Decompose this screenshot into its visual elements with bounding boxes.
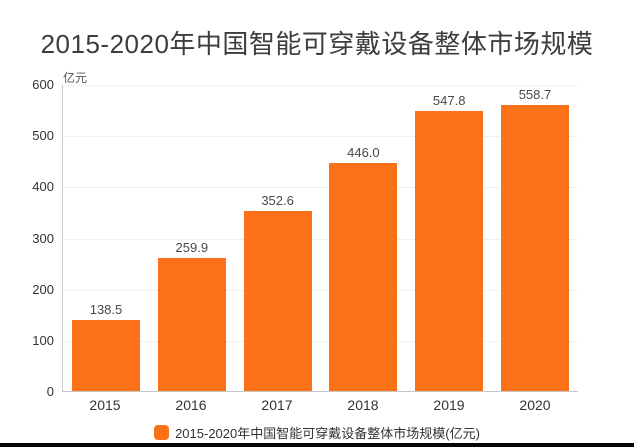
- x-axis-tick-label-2016: 2016: [175, 397, 207, 413]
- gridline-100: [63, 340, 578, 342]
- legend-marker-icon: [154, 425, 170, 440]
- gridline-200: [63, 289, 578, 291]
- y-axis-tick-label-500: 500: [32, 128, 54, 144]
- gridlines: [63, 85, 578, 391]
- bar-group-2015: 138.5: [72, 302, 140, 391]
- bar-2017[interactable]: [243, 210, 312, 391]
- y-axis-unit-label: 亿元: [63, 71, 88, 85]
- y-axis-tick-label-0: 0: [46, 384, 54, 399]
- y-axis-tick-label-600: 600: [32, 77, 54, 92]
- bar-2015[interactable]: [72, 320, 140, 391]
- bar-value-label-2015: 138.5: [89, 302, 123, 318]
- legend-label: 2015-2020年中国智能可穿戴设备整体市场规模(亿元): [175, 426, 480, 441]
- bar-2016[interactable]: [157, 258, 226, 391]
- bars: 138.5 259.9 352.6 446.0 547.8 558.7: [63, 85, 578, 391]
- x-axis-tick-label-2019: 2019: [433, 397, 465, 413]
- bar-value-label-2016: 259.9: [175, 240, 209, 255]
- chart-title: 2015-2020年中国智能可穿戴设备整体市场规模: [40, 29, 594, 59]
- x-axis-labels: 2015 2016 2017 2018 2019 2020: [62, 397, 578, 413]
- bar-2018[interactable]: [329, 162, 398, 391]
- x-axis-tick-label-2015: 2015: [89, 397, 121, 413]
- gridline-500: [63, 136, 578, 138]
- y-axis-labels: 0 100 200 300 400 500 600: [0, 78, 54, 399]
- bar-value-label-2020: 558.7: [518, 87, 552, 103]
- x-axis-tick-label-2018: 2018: [347, 397, 379, 413]
- bar-value-label-2019: 547.8: [432, 92, 466, 108]
- bottom-border-strip: [0, 443, 634, 447]
- bar-group-2017: 352.6: [243, 192, 312, 391]
- bar-group-2019: 547.8: [415, 92, 484, 391]
- x-axis-tick-label-2020: 2020: [519, 397, 551, 413]
- gridline-300: [63, 238, 578, 240]
- y-axis-tick-label-100: 100: [32, 332, 54, 348]
- bar-value-label-2018: 446.0: [347, 144, 380, 160]
- y-axis-tick-label-200: 200: [32, 281, 54, 297]
- plot-area: 138.5 259.9 352.6 446.0 547.8 558.7: [62, 85, 578, 392]
- bar-group-2020: 558.7: [500, 87, 569, 391]
- y-axis-tick-label-400: 400: [32, 179, 54, 195]
- x-axis-tick-label-2017: 2017: [261, 397, 293, 413]
- bar-value-label-2017: 352.6: [261, 192, 294, 208]
- gridline-600: [63, 85, 578, 86]
- bar-2019[interactable]: [415, 110, 484, 391]
- bar-group-2016: 259.9: [157, 240, 226, 391]
- bar-group-2018: 446.0: [329, 144, 398, 391]
- y-axis-tick-label-300: 300: [32, 230, 54, 246]
- legend[interactable]: 2015-2020年中国智能可穿戴设备整体市场规模(亿元): [0, 423, 634, 442]
- bar-2020[interactable]: [500, 105, 569, 391]
- gridline-400: [63, 187, 578, 189]
